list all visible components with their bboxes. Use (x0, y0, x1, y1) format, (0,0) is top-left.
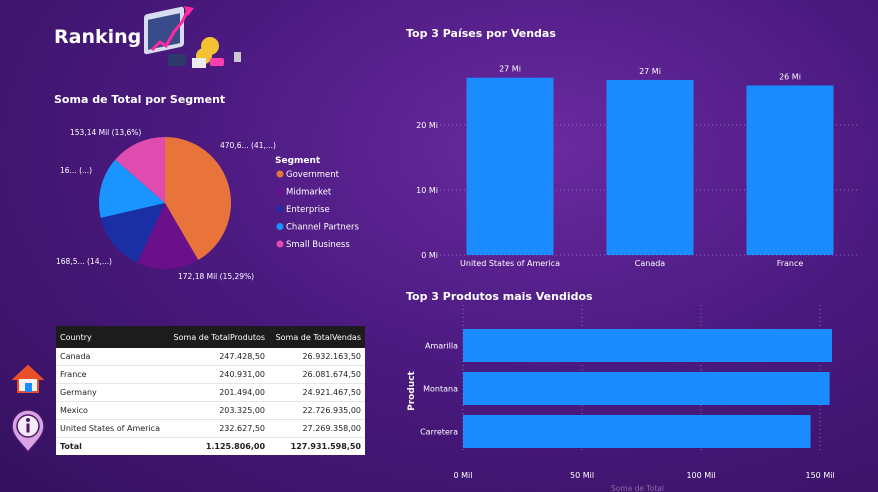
legend-item[interactable]: Midmarket (286, 188, 332, 198)
legend-marker (276, 188, 284, 195)
cell-vendas: 22.726.935,00 (269, 401, 365, 420)
y-axis-title: Product (407, 370, 417, 410)
total-label: Total (56, 437, 167, 455)
pie-data-label: 172,18 Mil (15,29%) (178, 272, 254, 281)
bar-carretera[interactable] (463, 415, 811, 448)
bar-canada[interactable] (606, 79, 694, 255)
x-tick-label: 50 Mil (570, 471, 594, 480)
cell-produtos: 240.931,00 (166, 365, 270, 384)
pie-slice-enterprise[interactable] (100, 203, 165, 263)
cell-produtos: 247.428,50 (166, 348, 270, 366)
pie-slice-government[interactable] (165, 137, 231, 261)
table-row: Germany 201.494,00 24.921.467,50 (56, 383, 365, 402)
bar-data-label: 27 Mi (499, 65, 521, 74)
pie-slice-channel-partners[interactable] (99, 159, 165, 218)
products-bar-chart: 0 Mil 50 Mil 100 Mil 150 Mil Amarilla Montana… (407, 305, 835, 492)
image-placeholder (234, 52, 241, 62)
cell-country: Mexico (56, 401, 167, 420)
legend-marker (276, 240, 284, 248)
info-icon[interactable] (10, 408, 46, 454)
cell-produtos: 201.494,00 (166, 383, 270, 402)
y-tick-label: Amarilla (425, 342, 458, 351)
col-total-vendas[interactable]: Soma de TotalVendas (269, 326, 365, 348)
legend-marker (276, 170, 284, 178)
legend-item[interactable]: Enterprise (286, 205, 330, 215)
cell-country: Germany (56, 383, 167, 402)
x-tick-label: United States of America (460, 259, 560, 268)
y-tick-label: 10 Mi (416, 186, 438, 195)
bar-montana[interactable] (463, 372, 830, 405)
country-table: Country Soma de TotalProdutos Soma de To… (56, 326, 365, 455)
finance-illustration-icon (138, 2, 238, 76)
y-tick-label: Carretera (420, 428, 458, 437)
table-total-row: Total 1.125.806,00 127.931.598,50 (56, 437, 365, 455)
bar-data-label: 26 Mi (779, 72, 801, 81)
products-chart-title: Top 3 Produtos mais Vendidos (406, 290, 593, 303)
cell-vendas: 26.932.163,50 (269, 348, 365, 366)
table-row: France 240.931,00 26.081.674,50 (56, 365, 365, 384)
legend-marker (276, 223, 284, 230)
legend-marker (276, 205, 284, 213)
countries-chart-title: Top 3 Países por Vendas (406, 27, 556, 40)
x-tick-label: France (777, 259, 804, 268)
cell-vendas: 26.081.674,50 (269, 365, 365, 384)
bar-data-label: 27 Mi (639, 67, 661, 76)
cell-produtos: 232.627,50 (166, 419, 270, 438)
legend-item[interactable]: Government (286, 170, 340, 180)
pie-legend-title: Segment (275, 156, 321, 166)
bar-united-states-of-america[interactable] (466, 77, 554, 255)
countries-bar-chart: 0 Mi 10 Mi 20 Mi 27 Mi United States of Amer… (416, 65, 860, 268)
pie-data-label: 16... (...) (60, 166, 92, 175)
pie-chart: 470,6... (41,...) 172,18 Mil (15,29%) 168,… (56, 128, 359, 281)
legend-item[interactable]: Small Business (286, 240, 350, 250)
page-title: Ranking (54, 26, 142, 48)
x-tick-label: 100 Mil (686, 471, 715, 480)
cell-country: Canada (56, 348, 167, 366)
table-row: Canada 247.428,50 26.932.163,50 (56, 348, 365, 366)
pie-slice-small-business[interactable] (115, 137, 165, 203)
pie-title: Soma de Total por Segment (54, 93, 226, 106)
x-tick-label: Canada (635, 259, 666, 268)
cell-country: United States of America (56, 419, 167, 438)
pie-data-label: 470,6... (41,...) (220, 141, 276, 150)
pie-slice-midmarket[interactable] (137, 203, 199, 269)
x-tick-label: 150 Mil (806, 471, 835, 480)
y-tick-label: Montana (423, 385, 458, 394)
pie-data-label: 153,14 Mil (13,6%) (70, 128, 141, 137)
table-row: Mexico 203.325,00 22.726.935,00 (56, 401, 365, 420)
bar-france[interactable] (746, 85, 834, 255)
y-tick-label: 0 Mi (421, 251, 438, 260)
cell-vendas: 27.269.358,00 (269, 419, 365, 438)
total-vendas: 127.931.598,50 (269, 437, 365, 455)
legend-item[interactable]: Channel Partners (286, 223, 359, 233)
col-total-produtos[interactable]: Soma de TotalProdutos (166, 326, 270, 348)
home-icon[interactable] (11, 364, 45, 394)
y-tick-label: 20 Mi (416, 121, 438, 130)
x-tick-label: 0 Mil (454, 471, 473, 480)
x-axis-title: Soma de Total (611, 484, 664, 492)
table-row: United States of America 232.627,50 27.2… (56, 419, 365, 438)
cell-vendas: 24.921.467,50 (269, 383, 365, 402)
cell-produtos: 203.325,00 (166, 401, 270, 420)
bar-amarilla[interactable] (463, 329, 832, 362)
total-produtos: 1.125.806,00 (166, 437, 270, 455)
cell-country: France (56, 365, 167, 384)
col-country[interactable]: Country (56, 326, 167, 348)
pie-data-label: 168,5... (14,...) (56, 257, 112, 266)
